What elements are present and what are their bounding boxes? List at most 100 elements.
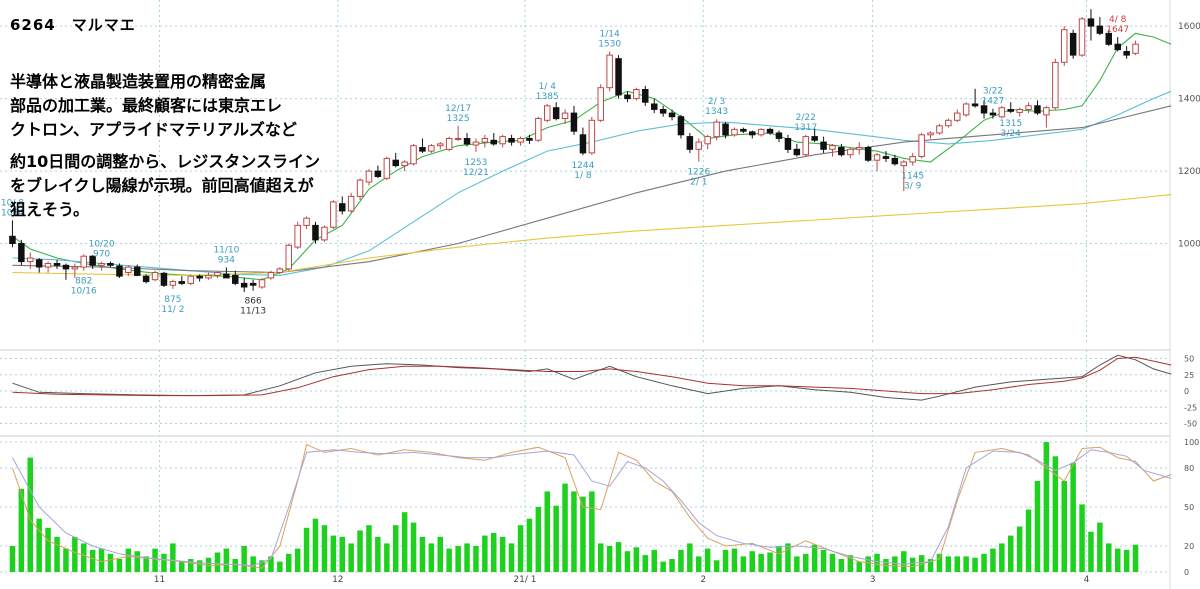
- macd-tick-label: -50: [1184, 420, 1197, 429]
- candle-body: [178, 281, 185, 284]
- volume-bar: [205, 557, 212, 572]
- candle-body: [401, 161, 408, 167]
- candle-body: [552, 107, 560, 120]
- volume-bar: [838, 559, 845, 572]
- volume-bar: [749, 551, 755, 572]
- candle-body: [954, 112, 961, 121]
- volume-bar: [1115, 548, 1121, 572]
- candle-body: [151, 272, 159, 281]
- candle-body: [668, 112, 676, 118]
- candle-body: [1034, 105, 1041, 114]
- price-annotation: 1343: [705, 107, 728, 117]
- volume-bar: [740, 556, 747, 572]
- volume-bar: [794, 556, 800, 572]
- candle-body: [829, 145, 836, 150]
- volume-bar: [829, 553, 836, 572]
- commentary-line: 半導体と液晶製造装置用の精密金属: [10, 72, 267, 91]
- candle-body: [472, 141, 480, 146]
- price-annotation: 1315: [999, 119, 1022, 129]
- candle-body: [356, 179, 364, 197]
- price-annotation: 1317: [794, 123, 817, 133]
- candle-body: [1043, 107, 1050, 116]
- volume-tick-label: 0: [1184, 568, 1189, 577]
- candle-body: [312, 224, 319, 241]
- candle-body: [142, 275, 150, 283]
- y-tick-label: 1000: [1178, 240, 1200, 250]
- volume-bar: [1132, 544, 1139, 572]
- volume-bar: [134, 551, 140, 572]
- commentary-line: 約10日間の調整から、レジスタンスライン: [10, 152, 320, 171]
- price-annotation: 1325: [447, 114, 470, 124]
- candle-body: [392, 159, 399, 167]
- volume-bar: [642, 555, 648, 572]
- candle-body: [847, 148, 854, 156]
- commentary-line: をブレイクし陽線が示現。前回高値超えが: [10, 176, 314, 195]
- volume-bar: [491, 533, 497, 572]
- candle-body: [695, 141, 702, 150]
- candle-body: [775, 132, 783, 139]
- candle-body: [749, 131, 756, 136]
- volume-bar: [401, 512, 408, 572]
- candle-body: [579, 134, 587, 154]
- y-tick-label: 1400: [1178, 95, 1200, 105]
- commentary-line: 狙えそう。: [10, 200, 90, 219]
- y-tick-label: 1200: [1178, 167, 1200, 177]
- macd-tick-label: -25: [1184, 403, 1197, 412]
- candle-body: [588, 119, 596, 154]
- candle-body: [419, 147, 426, 152]
- volume-bar: [393, 525, 399, 572]
- price-annotation: 970: [93, 250, 110, 260]
- candle-body: [686, 136, 694, 150]
- price-annotation: 1/ 4: [539, 82, 557, 92]
- price-annotation: 12/17: [445, 104, 471, 114]
- volume-bar: [615, 542, 622, 572]
- candle-body: [276, 268, 284, 273]
- volume-bar: [776, 546, 782, 572]
- candle-body: [98, 263, 105, 266]
- volume-bar: [1061, 481, 1067, 572]
- candle-body: [116, 265, 123, 277]
- candle-body: [249, 282, 257, 286]
- volume-bar: [562, 483, 568, 572]
- volume-bar: [45, 527, 51, 572]
- candle-body: [561, 112, 569, 119]
- volume-bar: [214, 552, 221, 572]
- x-month-label: 2: [700, 575, 706, 585]
- candle-body: [107, 263, 114, 266]
- volume-bar: [384, 543, 390, 572]
- volume-bar: [464, 543, 470, 572]
- volume-bar: [241, 546, 247, 572]
- candle-body: [873, 154, 881, 161]
- price-annotation: 1427: [981, 97, 1004, 107]
- volume-bar: [811, 544, 818, 572]
- candle-body: [374, 170, 382, 178]
- moving-average-ma25: [12, 90, 1172, 276]
- volume-bar: [9, 546, 16, 572]
- candle-body: [624, 94, 631, 100]
- candle-body: [285, 244, 292, 270]
- price-annotation: 12/21: [463, 168, 489, 178]
- candle-body: [187, 275, 194, 284]
- volume-bar: [348, 543, 354, 572]
- oscillator-line-stoch_d: [12, 449, 1172, 567]
- volume-bar: [27, 457, 33, 572]
- chart-title: 6264 マルマエ: [10, 16, 136, 34]
- volume-bar: [856, 561, 862, 572]
- volume-bar: [1025, 509, 1032, 572]
- price-annotation: 1145: [901, 172, 924, 182]
- volume-bar: [250, 556, 256, 572]
- volume-bar: [330, 535, 337, 572]
- volume-bar: [1034, 481, 1041, 572]
- volume-bar: [188, 559, 194, 572]
- candle-body: [410, 145, 417, 165]
- candle-body: [962, 103, 970, 116]
- candle-body: [437, 143, 444, 147]
- volume-bar: [972, 557, 978, 572]
- volume-bar: [321, 525, 328, 572]
- volume-bar: [1097, 522, 1103, 572]
- price-annotation: 3/24: [1001, 129, 1021, 139]
- macd-tick-label: 0: [1184, 387, 1189, 396]
- candle-body: [570, 112, 578, 132]
- volume-bar: [981, 553, 987, 572]
- price-annotation: 1226: [687, 168, 710, 178]
